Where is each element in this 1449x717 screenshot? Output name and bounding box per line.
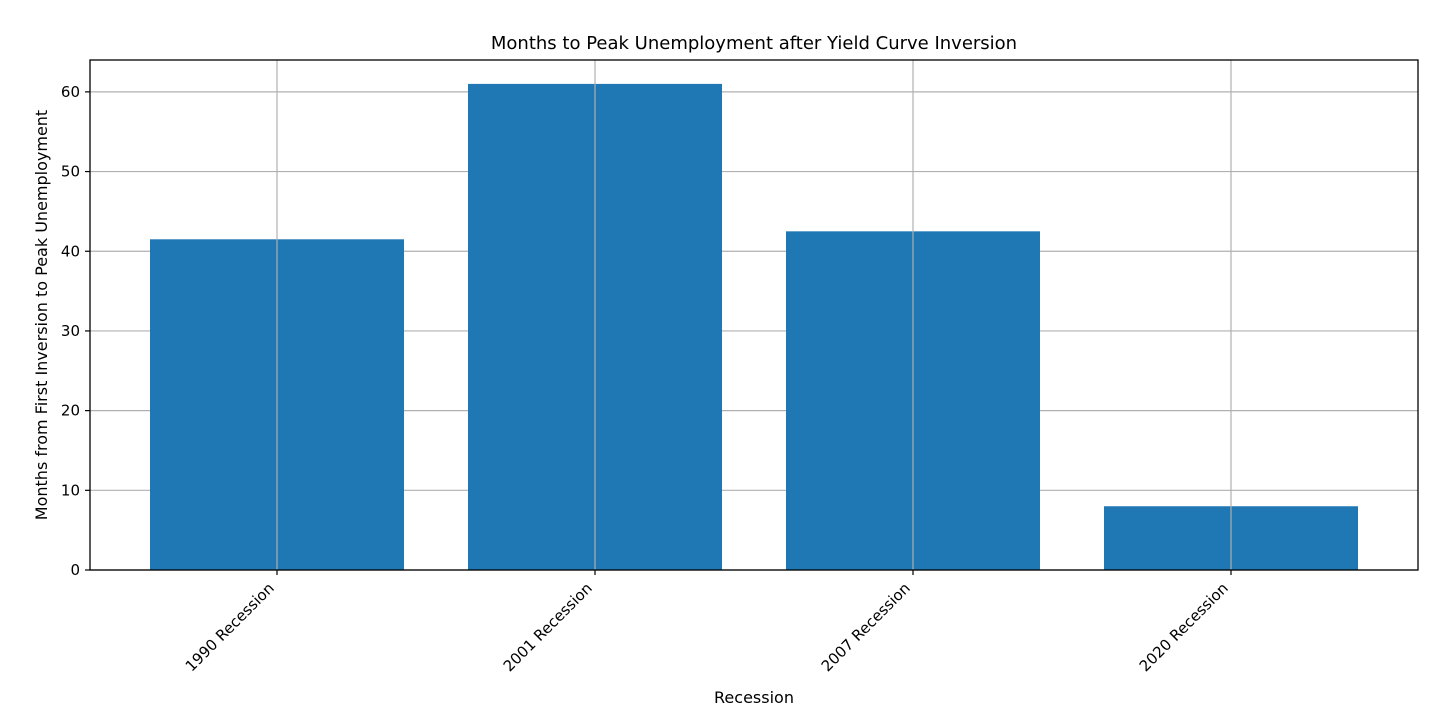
axes <box>89 59 1419 571</box>
chart-title: Months to Peak Unemployment after Yield … <box>491 33 1017 54</box>
y-tick-label: 40 <box>61 242 80 260</box>
plot-frame <box>89 59 1419 571</box>
y-axis-label: Months from First Inversion to Peak Unem… <box>32 110 51 520</box>
y-tick-label: 50 <box>61 163 80 181</box>
x-axis-label: Recession <box>714 688 794 707</box>
y-tick-label: 30 <box>61 322 80 340</box>
y-tick-label: 0 <box>70 561 80 579</box>
x-grid-lines <box>276 60 1232 570</box>
y-tick-label: 20 <box>61 402 80 420</box>
y-tick-label: 60 <box>61 83 80 101</box>
y-tick-label: 10 <box>61 481 80 499</box>
